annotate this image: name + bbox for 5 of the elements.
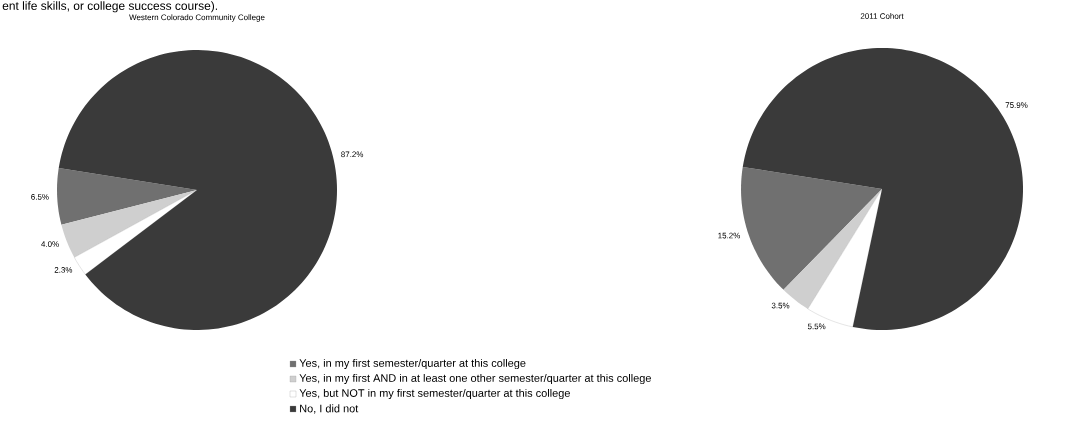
legend-label: Yes, in my first AND in at least one other semester/quarter at this college [299,373,651,385]
legend-label: Yes, but NOT in my first semester/quarter at this college [299,388,570,400]
legend-label: No, I did not [300,404,359,414]
legend-label: Yes, in my first semester/quarter at this college [299,358,526,370]
text: ent life skills, or college success course). [2,1,218,13]
